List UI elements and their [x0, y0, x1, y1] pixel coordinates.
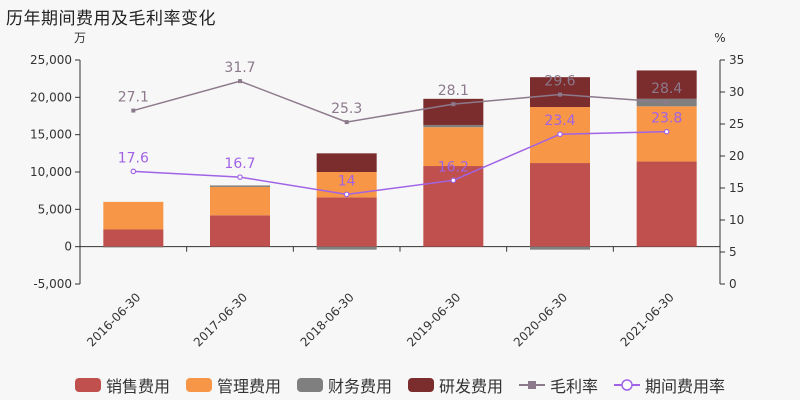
- bar-segment-1: [530, 163, 590, 247]
- data-label: 16.7: [224, 156, 255, 172]
- x-tick-label: 2019-06-30: [404, 290, 463, 349]
- bar-segment-3: [423, 124, 484, 128]
- expense-ratio-point: [237, 174, 243, 180]
- bar-segment-2: [103, 201, 164, 230]
- bar-segment-1: [316, 197, 377, 247]
- legend-swatch-rnd: [408, 378, 434, 392]
- legend-label-expense-ratio: 期间费用率: [645, 377, 726, 396]
- data-label: 29.6: [544, 74, 575, 90]
- y-right-tick-label: 0: [729, 277, 737, 291]
- bar-segment-4: [636, 70, 697, 99]
- legend-item-gross-margin[interactable]: 毛利率: [519, 373, 598, 397]
- gross-margin-point: [558, 92, 562, 97]
- data-label: 31.7: [224, 60, 255, 76]
- y-left-tick-label: 15,000: [30, 128, 72, 142]
- legend-item-finance[interactable]: 财务费用: [296, 373, 392, 397]
- legend: 销售费用 管理费用 财务费用 研发费用 毛利率 期间费用率: [0, 373, 800, 397]
- series-line-2: [133, 130, 667, 196]
- chart-title: 历年期间费用及毛利率变化: [6, 9, 216, 29]
- data-label: 25.3: [331, 101, 362, 117]
- bar-segment-1: [636, 161, 697, 247]
- y-left-tick-label: 0: [64, 240, 72, 254]
- x-tick-label: 2017-06-30: [191, 290, 250, 349]
- legend-line-expense-ratio-icon: [614, 379, 641, 391]
- x-tick-label: 2018-06-30: [298, 290, 357, 349]
- legend-swatch-admin: [185, 378, 212, 392]
- legend-label-admin: 管理费用: [216, 377, 281, 396]
- y-right-tick-label: 30: [729, 85, 744, 99]
- y-right-tick-label: 20: [729, 149, 744, 163]
- bar-segment-4: [530, 77, 590, 108]
- bar-segment-1: [103, 229, 164, 247]
- data-label: 16.2: [438, 159, 469, 175]
- data-label: 17.6: [118, 150, 149, 166]
- bar-segment-4: [316, 153, 377, 172]
- series-line-1: [133, 80, 667, 123]
- legend-swatch-finance: [296, 378, 323, 392]
- gross-margin-point: [664, 100, 669, 105]
- bar-segment-3: [103, 246, 164, 248]
- data-label: 28.1: [438, 83, 469, 99]
- bar-segment-2: [423, 127, 484, 167]
- bar-segment-3: [210, 185, 270, 187]
- data-label: 14: [338, 173, 356, 189]
- legend-label-finance: 财务费用: [327, 377, 392, 396]
- y-axis-right-unit: %: [714, 31, 725, 45]
- x-tick-label: 2020-06-30: [511, 290, 570, 349]
- y-right-tick-label: 25: [729, 117, 744, 131]
- y-left-tick-label: 5,000: [38, 202, 72, 216]
- expense-ratio-point: [663, 128, 670, 135]
- y-left-tick-label: 10,000: [30, 165, 72, 179]
- legend-label-sales: 销售费用: [105, 377, 170, 396]
- gross-margin-point: [451, 102, 456, 107]
- data-label: 27.1: [118, 90, 149, 106]
- expense-ratio-point: [450, 177, 457, 184]
- legend-item-rnd[interactable]: 研发费用: [408, 373, 503, 397]
- y-right-tick-label: 5: [729, 245, 737, 259]
- y-left-tick-label: 25,000: [30, 53, 72, 67]
- expense-ratio-point: [130, 168, 137, 175]
- x-tick-label: 2016-06-30: [84, 290, 143, 349]
- y-right-tick-label: 10: [729, 213, 744, 227]
- gross-margin-point: [238, 79, 242, 84]
- data-label: 23.8: [651, 111, 682, 127]
- data-label: 28.4: [651, 81, 682, 97]
- legend-item-expense-ratio[interactable]: 期间费用率: [614, 373, 725, 397]
- data-label: 23.4: [544, 113, 575, 129]
- y-right-tick-label: 15: [729, 181, 744, 195]
- y-right-tick-label: 35: [729, 53, 744, 67]
- x-tick-label: 2021-06-30: [618, 290, 677, 349]
- legend-label-rnd: 研发费用: [439, 377, 504, 396]
- legend-item-sales[interactable]: 销售费用: [74, 373, 170, 397]
- legend-item-admin[interactable]: 管理费用: [185, 373, 281, 397]
- legend-label-gross-margin: 毛利率: [550, 377, 599, 396]
- expense-ratio-point: [343, 191, 350, 198]
- legend-swatch-sales: [74, 378, 101, 392]
- gross-margin-point: [131, 108, 136, 113]
- bar-segment-3: [316, 246, 377, 250]
- y-left-tick-label: 20,000: [30, 90, 72, 104]
- expense-ratio-point: [557, 131, 563, 138]
- y-left-tick-label: -5,000: [33, 277, 72, 291]
- bar-segment-2: [210, 186, 270, 216]
- y-axis-left-unit: 万: [74, 31, 86, 45]
- legend-line-gross-margin-icon: [519, 381, 546, 389]
- gross-margin-point: [344, 120, 349, 125]
- bar-segment-1: [210, 215, 270, 247]
- bar-segment-3: [530, 246, 590, 250]
